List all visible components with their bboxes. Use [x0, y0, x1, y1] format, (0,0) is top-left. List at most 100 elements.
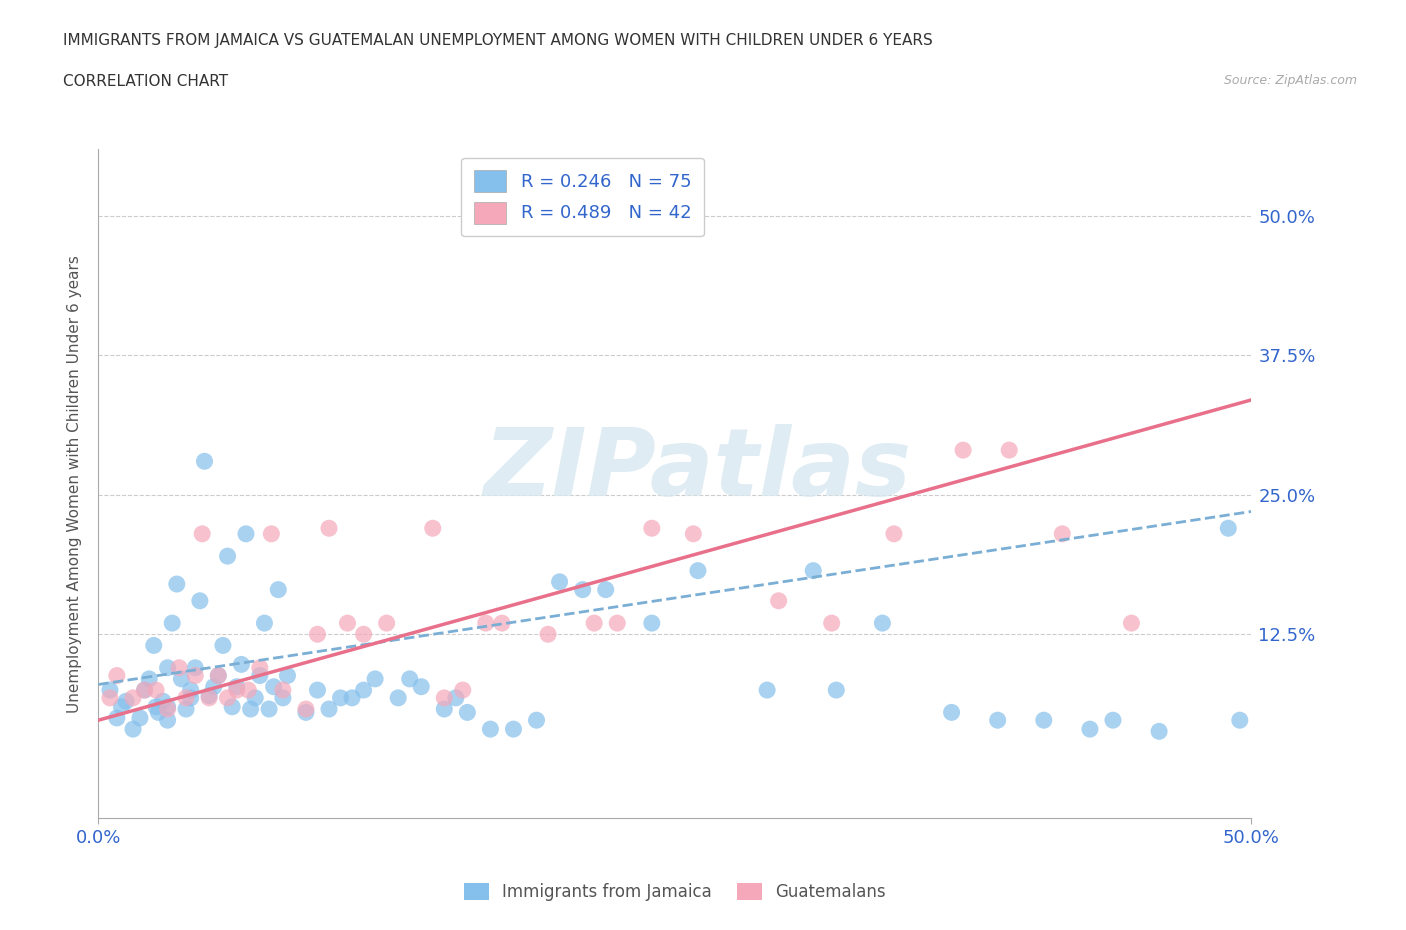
Point — [122, 722, 145, 737]
Point — [271, 683, 294, 698]
Point — [156, 701, 179, 716]
Point — [491, 616, 513, 631]
Point — [398, 671, 420, 686]
Point — [134, 683, 156, 698]
Point — [134, 683, 156, 698]
Point — [952, 443, 974, 458]
Point — [756, 683, 779, 698]
Point — [307, 627, 329, 642]
Point — [148, 705, 170, 720]
Point — [184, 668, 207, 683]
Point — [526, 712, 548, 727]
Text: ZIPatlas: ZIPatlas — [484, 424, 912, 516]
Point — [883, 526, 905, 541]
Point — [188, 593, 211, 608]
Point — [422, 521, 444, 536]
Point — [1218, 521, 1240, 536]
Y-axis label: Unemployment Among Women with Children Under 6 years: Unemployment Among Women with Children U… — [67, 255, 83, 712]
Point — [249, 668, 271, 683]
Point — [217, 549, 239, 564]
Point — [225, 679, 247, 694]
Point — [479, 722, 502, 737]
Point — [156, 660, 179, 675]
Point — [253, 616, 276, 631]
Point — [768, 593, 790, 608]
Point — [145, 699, 167, 714]
Point — [998, 443, 1021, 458]
Point — [212, 638, 235, 653]
Point — [160, 616, 183, 631]
Point — [156, 712, 179, 727]
Point — [411, 679, 433, 694]
Point — [198, 688, 221, 703]
Point — [548, 203, 571, 218]
Point — [174, 690, 197, 705]
Point — [941, 705, 963, 720]
Point — [433, 690, 456, 705]
Point — [260, 526, 283, 541]
Point — [987, 712, 1010, 727]
Point — [456, 705, 478, 720]
Point — [686, 564, 709, 578]
Point — [184, 660, 207, 675]
Point — [1102, 712, 1125, 727]
Point — [318, 701, 340, 716]
Point — [353, 627, 375, 642]
Point — [801, 564, 824, 578]
Point — [276, 668, 298, 683]
Point — [318, 521, 340, 536]
Point — [571, 582, 593, 597]
Point — [156, 699, 179, 714]
Point — [1121, 616, 1143, 631]
Text: CORRELATION CHART: CORRELATION CHART — [63, 74, 228, 89]
Point — [606, 616, 628, 631]
Point — [1032, 712, 1054, 727]
Point — [537, 627, 560, 642]
Point — [207, 668, 229, 683]
Point — [375, 616, 398, 631]
Point — [167, 660, 190, 675]
Point — [444, 690, 467, 705]
Point — [166, 577, 188, 591]
Legend: Immigrants from Jamaica, Guatemalans: Immigrants from Jamaica, Guatemalans — [457, 876, 893, 908]
Point — [267, 582, 290, 597]
Point — [502, 722, 524, 737]
Point — [98, 683, 121, 698]
Point — [340, 690, 363, 705]
Point — [295, 705, 318, 720]
Point — [451, 683, 474, 698]
Point — [180, 683, 202, 698]
Point — [1229, 712, 1251, 727]
Point — [872, 616, 894, 631]
Point — [198, 690, 221, 705]
Legend: R = 0.246   N = 75, R = 0.489   N = 42: R = 0.246 N = 75, R = 0.489 N = 42 — [461, 158, 704, 236]
Point — [329, 690, 352, 705]
Point — [387, 690, 409, 705]
Point — [433, 701, 456, 716]
Point — [105, 711, 128, 725]
Point — [583, 616, 606, 631]
Point — [115, 694, 138, 709]
Point — [641, 616, 664, 631]
Point — [145, 683, 167, 698]
Point — [271, 690, 294, 705]
Point — [595, 582, 617, 597]
Point — [353, 683, 375, 698]
Point — [336, 616, 359, 631]
Point — [105, 668, 128, 683]
Point — [180, 690, 202, 705]
Point — [207, 668, 229, 683]
Point — [257, 701, 280, 716]
Text: IMMIGRANTS FROM JAMAICA VS GUATEMALAN UNEMPLOYMENT AMONG WOMEN WITH CHILDREN UND: IMMIGRANTS FROM JAMAICA VS GUATEMALAN UN… — [63, 33, 934, 47]
Point — [235, 526, 257, 541]
Point — [122, 690, 145, 705]
Point — [1147, 724, 1170, 738]
Point — [142, 638, 165, 653]
Point — [174, 701, 197, 716]
Point — [263, 679, 285, 694]
Point — [225, 683, 247, 698]
Point — [245, 690, 267, 705]
Point — [1078, 722, 1101, 737]
Point — [475, 616, 498, 631]
Point — [239, 701, 262, 716]
